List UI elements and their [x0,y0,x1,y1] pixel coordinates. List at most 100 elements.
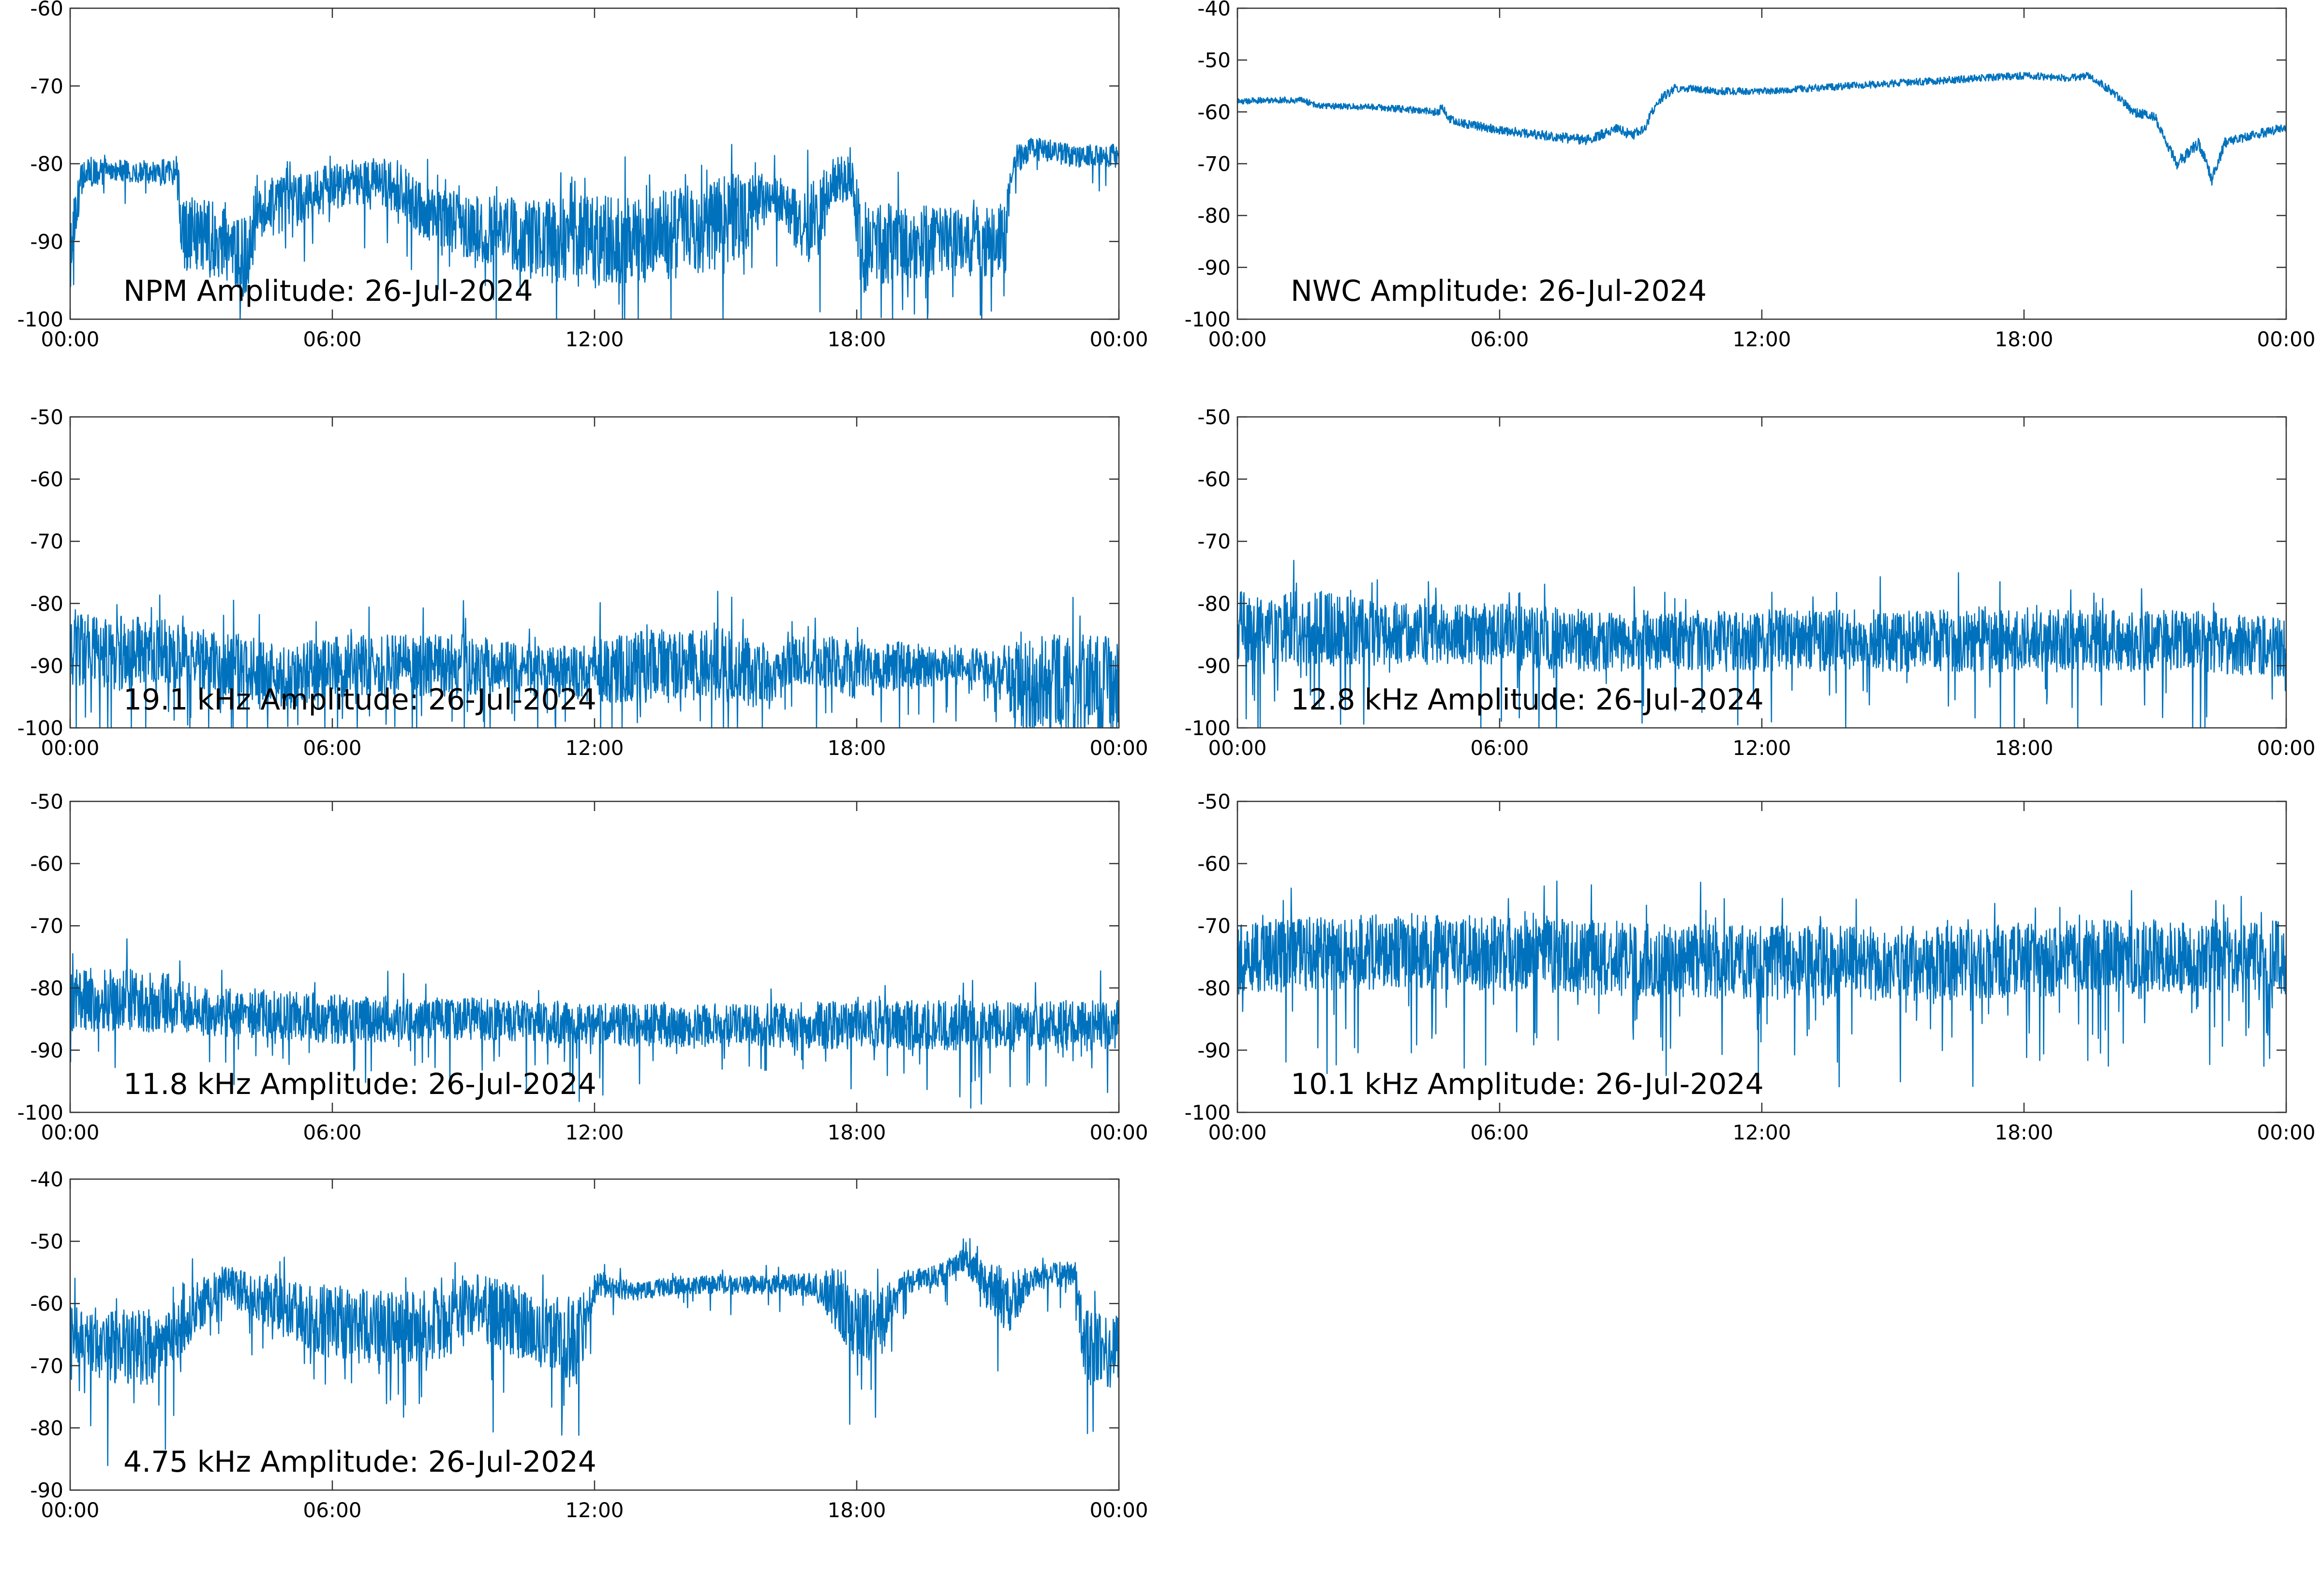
y-tick-label: -70 [1197,152,1231,176]
x-tick-label: 06:00 [1470,1121,1529,1144]
y-tick-label: -50 [1197,405,1231,429]
y-tick-label: -90 [1197,654,1231,678]
x-tick-label: 12:00 [1732,327,1791,351]
x-tick-label: 12:00 [1732,1121,1791,1144]
data-trace [69,1238,1120,1466]
y-tick-label: -60 [1197,468,1231,491]
x-tick-label: 00:00 [1089,736,1148,760]
y-tick-label: -80 [1197,592,1231,616]
x-tick-label: 00:00 [1089,1121,1148,1144]
x-tick-label: 06:00 [1470,327,1529,351]
x-tick-label: 00:00 [41,1121,99,1144]
y-tick-label: -80 [1197,976,1231,1000]
x-tick-label: 12:00 [565,1498,624,1522]
y-tick-label: -80 [30,976,63,1000]
y-tick-label: -100 [17,1101,63,1124]
data-trace [1236,560,2287,729]
data-trace [69,137,1120,320]
x-tick-label: 00:00 [41,1498,99,1522]
y-tick-label: -80 [30,1416,63,1440]
panel-title: 4.75 kHz Amplitude: 26-Jul-2024 [123,1445,596,1479]
y-tick-label: -60 [30,852,63,876]
panel-title: NPM Amplitude: 26-Jul-2024 [123,274,533,308]
x-tick-label: 00:00 [2257,327,2315,351]
y-tick-label: -70 [30,1354,63,1378]
y-tick-label: -60 [30,0,63,20]
y-tick-label: -90 [30,1038,63,1062]
data-trace [1236,880,2287,1088]
y-tick-label: -60 [1197,852,1231,876]
chart-panel-3: -100 -90 -80 -70 -60 -50 00:00 06:00 12:00 18:00 0… [17,405,1148,760]
y-tick-label: -80 [30,152,63,176]
chart-panel-7: -90 -80 -70 -60 -50 -40 00:00 06:00 12:00 18:00 00… [30,1167,1148,1522]
axes-frame [1236,7,2287,320]
y-tick-label: -100 [1185,1101,1231,1124]
y-tick-label: -90 [1197,256,1231,280]
y-tick-label: -60 [1197,100,1231,124]
y-tick-label: -50 [1197,48,1231,72]
y-tick-label: -60 [30,468,63,491]
axes-frame [69,1178,1120,1491]
x-tick-label: 06:00 [303,736,361,760]
panel-title: NWC Amplitude: 26-Jul-2024 [1291,274,1707,308]
data-trace [69,938,1120,1109]
x-tick-label: 18:00 [827,1498,886,1522]
y-tick-label: -90 [30,1478,63,1502]
x-tick-label: 00:00 [1208,736,1266,760]
x-tick-label: 00:00 [2257,1121,2315,1144]
y-tick-label: -50 [30,1230,63,1254]
chart-panel-6: -100 -90 -80 -70 -60 -50 00:00 06:00 12:00 18:00 0… [1185,790,2316,1144]
y-tick-label: -70 [30,914,63,938]
y-tick-label: -100 [1185,308,1231,331]
x-tick-label: 18:00 [827,327,886,351]
y-tick-label: -70 [1197,914,1231,938]
x-tick-label: 12:00 [565,327,624,351]
x-tick-label: 12:00 [565,1121,624,1144]
x-tick-label: 00:00 [41,736,99,760]
y-tick-label: -70 [30,74,63,98]
chart-panel-1: -100 -90 -80 -70 -60 00:00 06:00 12:00 18:00 00:0… [17,0,1148,351]
x-tick-label: 18:00 [827,736,886,760]
axes-frame [69,800,1120,1113]
axes-frame [1236,416,2287,729]
y-tick-label: -60 [30,1292,63,1315]
x-tick-label: 00:00 [41,327,99,351]
x-tick-label: 06:00 [303,1121,361,1144]
data-trace [1236,72,2287,186]
chart-panel-5: -100 -90 -80 -70 -60 -50 00:00 06:00 12:00 18:00 0… [17,790,1148,1144]
x-tick-label: 18:00 [827,1121,886,1144]
data-trace [69,591,1120,729]
y-tick-label: -40 [30,1167,63,1191]
x-tick-label: 00:00 [1089,1498,1148,1522]
x-tick-label: 18:00 [1995,736,2053,760]
x-tick-label: 00:00 [1208,1121,1266,1144]
y-tick-label: -90 [1197,1038,1231,1062]
panel-title: 19.1 kHz Amplitude: 26-Jul-2024 [123,683,596,717]
y-tick-label: -100 [17,716,63,740]
x-tick-label: 00:00 [1208,327,1266,351]
x-tick-label: 06:00 [303,1498,361,1522]
x-tick-label: 06:00 [303,327,361,351]
x-tick-label: 12:00 [565,736,624,760]
panel-title: 10.1 kHz Amplitude: 26-Jul-2024 [1291,1067,1764,1101]
x-tick-label: 00:00 [1089,327,1148,351]
x-tick-label: 18:00 [1995,327,2053,351]
y-tick-label: -100 [1185,716,1231,740]
x-tick-label: 12:00 [1732,736,1791,760]
panel-title: 12.8 kHz Amplitude: 26-Jul-2024 [1291,683,1764,717]
y-tick-label: -90 [30,654,63,678]
y-tick-label: -50 [1197,790,1231,813]
x-tick-label: 18:00 [1995,1121,2053,1144]
y-tick-label: -80 [1197,204,1231,228]
y-tick-label: -70 [1197,530,1231,553]
y-tick-label: -40 [1197,0,1231,20]
panel-title: 11.8 kHz Amplitude: 26-Jul-2024 [123,1067,596,1101]
x-tick-label: 06:00 [1470,736,1529,760]
y-tick-label: -50 [30,790,63,813]
chart-panel-2: -100 -90 -80 -70 -60 -50 -40 00:00 06:00 12:00 18:… [1185,0,2316,351]
y-tick-label: -50 [30,405,63,429]
y-tick-label: -70 [30,530,63,553]
chart-panel-4: -100 -90 -80 -70 -60 -50 00:00 06:00 12:00 18:00 0… [1185,405,2316,760]
y-tick-label: -100 [17,308,63,331]
